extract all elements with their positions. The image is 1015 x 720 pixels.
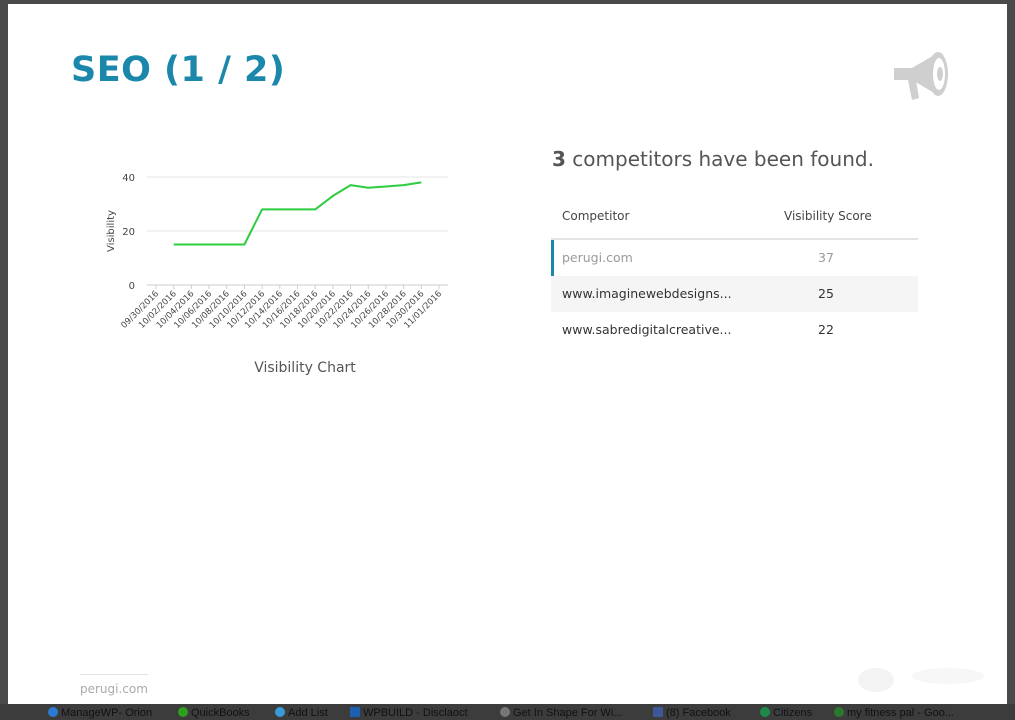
bookmark-item[interactable]: WPBUILD - Disclaoct (350, 707, 468, 720)
table-row: perugi.com 37 (551, 240, 918, 276)
footer-domain: perugi.com (80, 682, 148, 696)
series-line (173, 181, 422, 246)
visibility-score: 25 (818, 286, 834, 301)
competitors-heading-text: competitors have been found. (565, 147, 874, 171)
table-row: www.sabredigitalcreative... 22 (551, 312, 918, 348)
competitor-table: Competitor Visibility Score perugi.com 3… (551, 200, 918, 348)
competitor-name: www.sabredigitalcreative... (562, 322, 732, 337)
column-competitor: Competitor (562, 209, 630, 223)
competitor-name: www.imaginewebdesigns... (562, 286, 732, 301)
table-row: www.imaginewebdesigns... 25 (551, 276, 918, 312)
y-tick-label: 20 (122, 227, 135, 238)
y-tick-label: 0 (129, 281, 135, 292)
bookmark-item[interactable]: Add List (275, 707, 328, 720)
bookmarks-bar: ManageWP- Orion QuickBooks Add List WPBU… (0, 704, 1015, 720)
competitor-name: perugi.com (562, 250, 633, 265)
bookmark-item[interactable]: QuickBooks (178, 707, 250, 720)
bookmark-item[interactable]: (8) Facebook (653, 707, 731, 720)
competitors-heading: 3 competitors have been found. (552, 147, 874, 171)
bookmark-item[interactable]: ManageWP- Orion (48, 707, 152, 720)
footer-divider (80, 674, 148, 675)
footer-decoration (858, 668, 984, 692)
page-title: SEO (1 / 2) (71, 50, 286, 90)
y-axis-label: Visibility (106, 210, 117, 252)
bookmark-item[interactable]: my fitness pal - Goo... (834, 707, 954, 720)
column-visibility-score: Visibility Score (784, 209, 872, 223)
bookmark-item[interactable]: Citizens (760, 707, 812, 720)
competitor-count: 3 (552, 147, 566, 171)
megaphone-icon (894, 52, 948, 100)
table-header: Competitor Visibility Score (551, 200, 918, 240)
visibility-chart-svg: 02040Visibility09/30/201610/02/201610/04… (106, 173, 448, 331)
visibility-score: 22 (818, 322, 834, 337)
visibility-score: 37 (818, 250, 834, 265)
y-tick-label: 40 (122, 173, 135, 184)
report-page: SEO (1 / 2) 0 20 40 Visibility 09/30/2016 10/… (8, 4, 1007, 710)
bookmark-item[interactable]: Get In Shape For Wi... (500, 707, 622, 720)
chart-caption: Visibility Chart (254, 360, 356, 376)
own-site-marker (551, 240, 554, 276)
visibility-chart: 0 20 40 Visibility 09/30/2016 10/02/2016 10/04… (88, 154, 458, 394)
